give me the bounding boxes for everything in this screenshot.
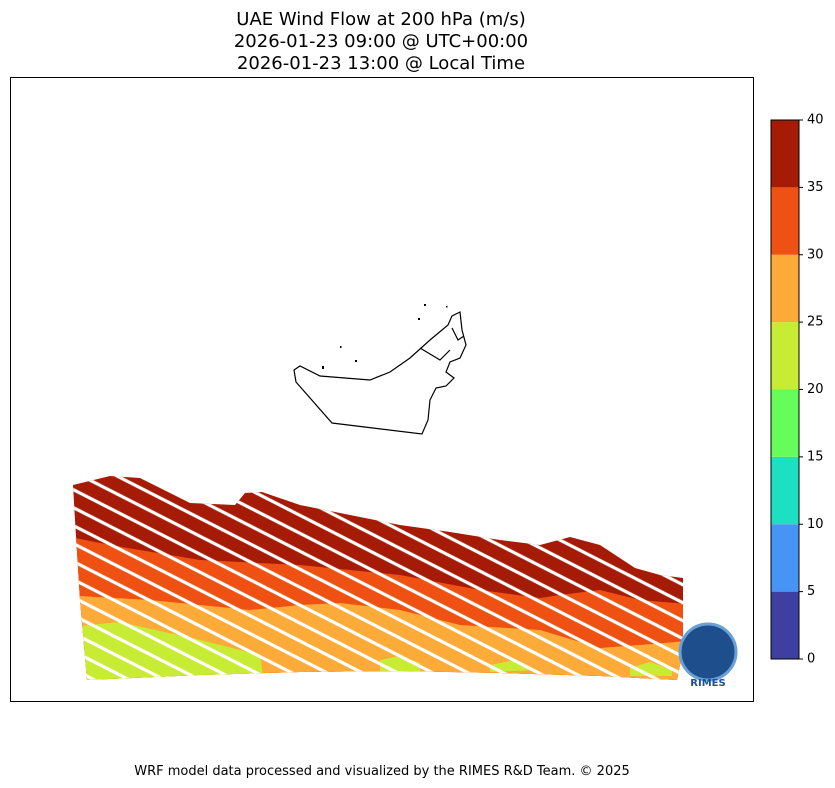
colorbar-tick-label: 40 bbox=[807, 113, 824, 128]
colorbar-tick-label: 30 bbox=[807, 247, 824, 262]
colorbar-segment bbox=[771, 187, 799, 255]
colorbar-tick-label: 0 bbox=[807, 652, 815, 667]
colorbar-segment bbox=[771, 389, 799, 457]
title-line: UAE Wind Flow at 200 hPa (m/s) bbox=[236, 9, 525, 30]
colorbar-segment bbox=[771, 254, 799, 323]
colorbar-tick-label: 15 bbox=[807, 449, 824, 464]
logo bbox=[678, 622, 738, 682]
map-frame bbox=[10, 77, 754, 702]
colorbar-segment bbox=[771, 120, 799, 188]
colorbar-tick-label: 10 bbox=[807, 517, 824, 532]
streamlines bbox=[73, 476, 683, 680]
colorbar-tick-label: 25 bbox=[807, 315, 824, 330]
colorbar-tick-label: 35 bbox=[807, 180, 824, 195]
islands bbox=[322, 304, 448, 369]
country-outline bbox=[293, 311, 467, 435]
colorbar-tick-label: 5 bbox=[807, 584, 815, 599]
wind-field bbox=[73, 476, 683, 680]
colorbar-segment bbox=[771, 524, 799, 592]
colorbar-tick-label: 20 bbox=[807, 382, 824, 397]
colorbar-segment bbox=[771, 322, 799, 390]
title-line: 2026-01-23 09:00 @ UTC+00:00 bbox=[234, 31, 528, 52]
colorbar: 0 5 10 15 20 25 30 35 40 bbox=[770, 113, 824, 667]
title-line: 2026-01-23 13:00 @ Local Time bbox=[237, 53, 525, 74]
logo-text: RIMES bbox=[690, 678, 725, 689]
footer: WRF model data processed and visualized … bbox=[134, 764, 630, 779]
colorbar-segment bbox=[771, 456, 799, 525]
colorbar-segment bbox=[771, 591, 799, 659]
